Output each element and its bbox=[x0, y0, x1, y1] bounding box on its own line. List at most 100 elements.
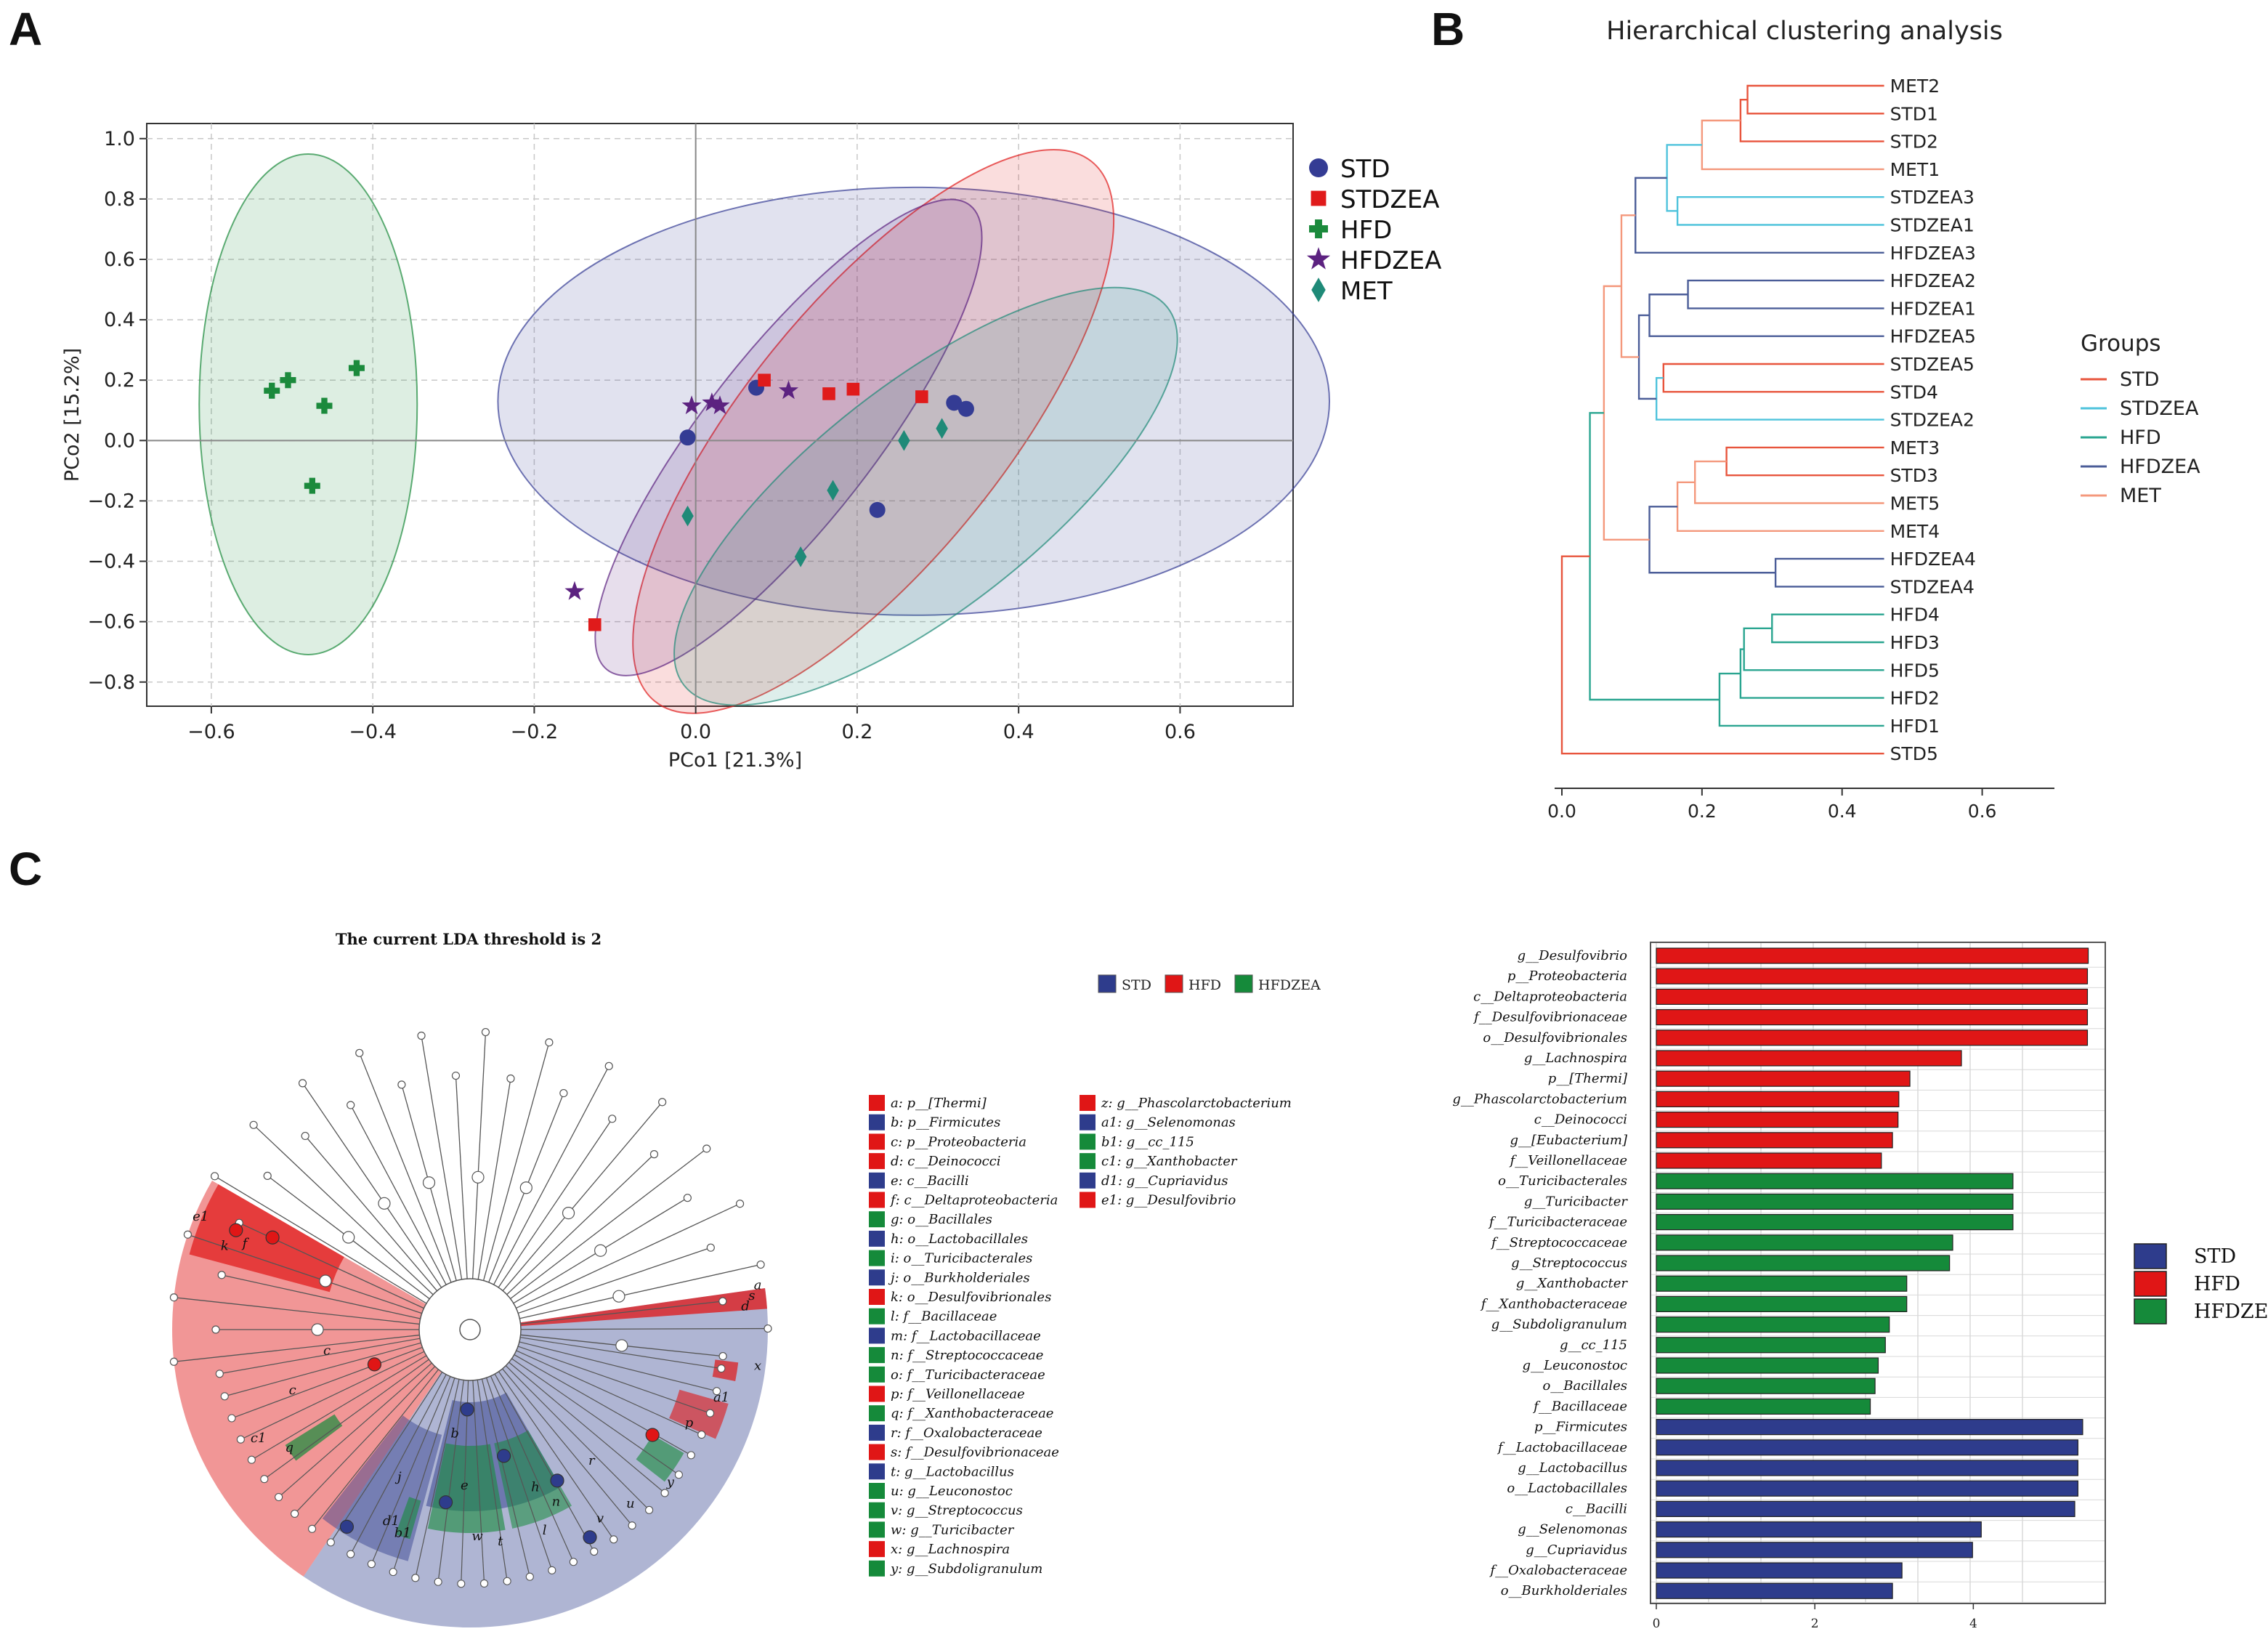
cladogram-key-swatch bbox=[1080, 1133, 1095, 1150]
lda-gridlines bbox=[1651, 942, 2105, 1603]
dendrogram-axis: 0.0 0.2 0.4 0.6 bbox=[1547, 788, 2054, 822]
cladogram-branch bbox=[520, 1337, 721, 1370]
lda-category-label: g__Lachnospira bbox=[1524, 1051, 1627, 1066]
cladogram-key-label: y: g__Subdoligranulum bbox=[890, 1561, 1042, 1577]
pcoa-legend-label: HFDZEA bbox=[1340, 246, 1441, 275]
lda-x-tick-label: 4 bbox=[1969, 1617, 1977, 1631]
lda-bar bbox=[1656, 947, 2089, 964]
lda-bar bbox=[1656, 1275, 1908, 1292]
cladogram-key-swatch bbox=[869, 1444, 885, 1460]
cladogram-branch bbox=[350, 1374, 447, 1555]
cladogram-node-label: c1 bbox=[251, 1431, 267, 1446]
cladogram-key-swatch bbox=[869, 1405, 885, 1422]
cladogram-sector-cc115 bbox=[395, 1497, 421, 1540]
cladogram-node-label: b bbox=[450, 1426, 459, 1441]
cladogram-node-label: n bbox=[552, 1495, 561, 1510]
cladogram-node-label: p bbox=[685, 1415, 694, 1431]
lda-category-label: o__Burkholderiales bbox=[1501, 1583, 1627, 1598]
lda-bar bbox=[1656, 1316, 1890, 1333]
cladogram-key-label: q: f__Xanthobacteraceae bbox=[891, 1406, 1053, 1421]
lda-category-label: g__cc_115 bbox=[1560, 1338, 1627, 1353]
dendrogram-branch bbox=[1718, 672, 1884, 727]
cladogram-root-node bbox=[459, 1319, 481, 1340]
cladogram-leaf-node bbox=[326, 1538, 335, 1547]
cladogram-key-swatch bbox=[869, 1308, 885, 1324]
cladogram-key-label: c1: g__Xanthobacter bbox=[1101, 1154, 1238, 1169]
lda-plot-area bbox=[1650, 942, 2106, 1604]
lda-bar bbox=[1656, 1357, 1879, 1374]
lda-bar bbox=[1656, 1542, 1973, 1558]
cladogram-inner-node bbox=[311, 1323, 324, 1336]
lda-category-label: c__Bacilli bbox=[1566, 1501, 1627, 1516]
dendrogram-chart: Hierarchical clustering analysis MET2 STD… bbox=[1547, 17, 2200, 822]
cladogram-key-swatch bbox=[869, 1463, 885, 1480]
lda-legend-swatch bbox=[2134, 1271, 2167, 1297]
lda-bar bbox=[1656, 1050, 1962, 1067]
cladogram-branch bbox=[514, 1354, 692, 1456]
cladogram-branch bbox=[516, 1350, 702, 1436]
cladogram-node-label: s bbox=[748, 1288, 755, 1303]
lda-bar bbox=[1656, 1030, 2089, 1046]
dendrogram-branch bbox=[1560, 555, 1884, 755]
pcoa-ellipses bbox=[198, 149, 1331, 714]
cladogram-key-label: f: c__Deltaproteobacteria bbox=[889, 1193, 1058, 1208]
cladogram-leaf-node bbox=[367, 1560, 376, 1569]
cladogram-node-bacilli bbox=[496, 1449, 511, 1463]
pcoa-x-tick-label: −0.4 bbox=[349, 721, 397, 743]
dendrogram-leaf-label: STD1 bbox=[1890, 103, 1938, 124]
dendrogram-branch bbox=[1701, 119, 1884, 171]
cladogram-key-swatch bbox=[869, 1172, 885, 1189]
cladogram-node-bacillales bbox=[438, 1495, 453, 1510]
cladogram-leaf-node bbox=[649, 1150, 659, 1159]
lda-category-label: o__Desulfovibrionales bbox=[1483, 1030, 1627, 1046]
cladogram-key-label: a: p__[Thermi] bbox=[891, 1096, 987, 1111]
dendrogram-leaf-label: HFD4 bbox=[1890, 604, 1940, 626]
cladogram-sector-lactobacillales bbox=[494, 1430, 572, 1529]
cladogram-leaf-node bbox=[210, 1172, 219, 1181]
cladogram-leaf-node bbox=[298, 1079, 307, 1088]
cladogram-inner-node bbox=[471, 1170, 485, 1184]
dendrogram-branch bbox=[1637, 314, 1657, 400]
pcoa-ellipse-hfdzea bbox=[594, 198, 983, 676]
cladogram-node-label: q bbox=[285, 1440, 294, 1455]
lda-bar bbox=[1656, 1173, 2014, 1189]
cladogram-node-label: y bbox=[666, 1474, 675, 1489]
cladogram-node-label: w bbox=[471, 1529, 483, 1544]
cladogram-leaf-node bbox=[674, 1471, 683, 1479]
cladogram-inner-node bbox=[594, 1244, 607, 1257]
cladogram-branch bbox=[224, 1342, 421, 1397]
cladogram-legend: STD HFD HFDZEA bbox=[1098, 974, 1321, 993]
cladogram-leaf-node bbox=[506, 1074, 515, 1083]
cladogram-leaf-node bbox=[645, 1505, 654, 1514]
cladogram-leaf-node bbox=[417, 1031, 426, 1040]
pcoa-y-ticks: 1.0 0.8 0.6 0.4 0.2 0.0 −0.2 −0.4 −0.6 −0.8 bbox=[87, 128, 147, 694]
dendrogram-leaf-label: HFDZEA1 bbox=[1890, 298, 1976, 319]
cladogram-key-label: n: f__Streptococcaceae bbox=[891, 1348, 1043, 1363]
cladogram-branch bbox=[253, 1124, 434, 1295]
cladogram-key-label: x: g__Lachnospira bbox=[891, 1542, 1010, 1557]
lda-x-tick-label: 2 bbox=[1811, 1617, 1819, 1631]
pcoa-point-hfdzea bbox=[564, 581, 585, 600]
cladogram-legend-label: HFDZEA bbox=[1258, 977, 1321, 993]
dendrogram-leaf-label: HFDZEA5 bbox=[1890, 326, 1976, 347]
lda-category-label: f__Turicibacteraceae bbox=[1488, 1215, 1627, 1230]
lda-legend-label: HFDZEA bbox=[2194, 1301, 2268, 1323]
pcoa-y-tick-label: 0.2 bbox=[104, 369, 135, 392]
dendrogram-legend: STD STDZEA HFD HFDZEA MET bbox=[2081, 368, 2200, 507]
cladogram-node-burkholderiales bbox=[339, 1519, 355, 1534]
pcoa-y-tick-label: −0.2 bbox=[87, 490, 135, 512]
lda-legend-swatch bbox=[2134, 1298, 2167, 1324]
cladogram-branch bbox=[490, 1375, 574, 1562]
cladogram-key-label: c: p__Proteobacteria bbox=[891, 1134, 1026, 1149]
pcoa-point-hfdzea bbox=[710, 395, 730, 415]
lda-bar bbox=[1656, 1562, 1903, 1579]
cladogram-key-swatch bbox=[869, 1230, 885, 1247]
cladogram-leaf-node bbox=[706, 1243, 715, 1252]
lda-category-label: g__Lactobacillus bbox=[1518, 1460, 1627, 1476]
dendrogram-branch bbox=[1648, 294, 1884, 337]
cladogram-branch bbox=[518, 1247, 711, 1314]
pcoa-x-tick-label: 0.2 bbox=[841, 721, 872, 743]
dendrogram-leaf-label: HFD5 bbox=[1890, 660, 1940, 681]
dendrogram-leaf-label: STDZEA1 bbox=[1890, 215, 1975, 236]
